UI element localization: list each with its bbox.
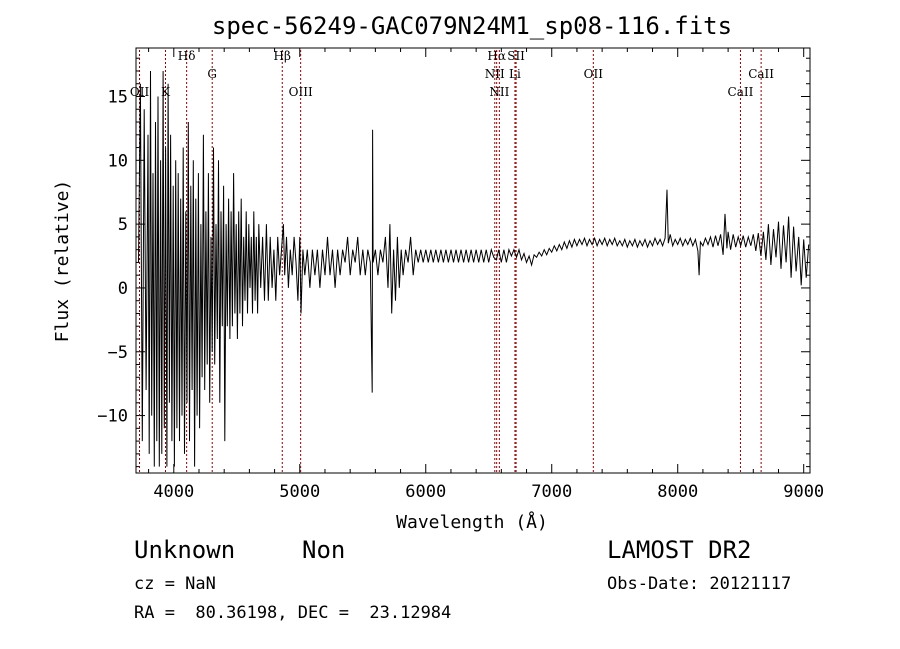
y-axis: −10 −5 0 5 10 15 xyxy=(97,57,810,468)
spectral-line-label: OII xyxy=(584,67,604,81)
x-tick-label: 4000 xyxy=(153,482,194,502)
flux-series-line xyxy=(138,70,810,467)
survey-name-text: LAMOST DR2 xyxy=(607,536,752,564)
x-tick-label: 7000 xyxy=(531,482,572,502)
object-class-text: Unknown xyxy=(134,536,236,564)
y-tick-label: 5 xyxy=(118,215,128,235)
obs-date-text: Obs-Date: 20121117 xyxy=(607,574,792,594)
x-axis: 4000 5000 6000 7000 8000 9000 xyxy=(148,48,824,502)
y-axis-label: Flux (relative) xyxy=(52,180,73,343)
coordinates-text: RA = 80.36198, DEC = 23.12984 xyxy=(134,603,452,623)
x-tick-label: 8000 xyxy=(657,482,698,502)
spectral-line-label: OII xyxy=(130,85,150,99)
y-tick-label: 15 xyxy=(108,87,128,107)
y-tick-label: −5 xyxy=(108,343,128,363)
x-tick-label: 9000 xyxy=(783,482,824,502)
x-tick-label: 6000 xyxy=(405,482,446,502)
spectral-line-label: G xyxy=(207,67,217,81)
y-tick-label: −10 xyxy=(97,407,128,427)
spectral-line-label: Hα xyxy=(487,49,506,63)
x-tick-label: 5000 xyxy=(279,482,320,502)
spectral-line-label: Hδ xyxy=(178,49,196,63)
spectral-line-label: NII xyxy=(485,67,505,81)
spectral-line-label: SII xyxy=(507,49,525,63)
chart-title: spec-56249-GAC079N24M1_sp08-116.fits xyxy=(212,12,732,40)
spectral-line-label: Li xyxy=(509,67,521,81)
spectral-line-label: K xyxy=(161,85,171,99)
spectral-line-label: CaII xyxy=(748,67,774,81)
spectral-line-label: OIII xyxy=(289,85,313,99)
y-tick-label: 10 xyxy=(108,151,128,171)
x-axis-label: Wavelength (Å) xyxy=(396,511,548,533)
y-tick-label: 0 xyxy=(118,279,128,299)
plot-frame xyxy=(135,47,811,474)
spectral-line-label: Hβ xyxy=(274,49,291,63)
redshift-text: cz = NaN xyxy=(134,574,216,594)
spectral-line-label: CaII xyxy=(728,85,754,99)
spectral-line-label: NII xyxy=(489,85,509,99)
object-subclass-text: Non xyxy=(302,536,346,564)
